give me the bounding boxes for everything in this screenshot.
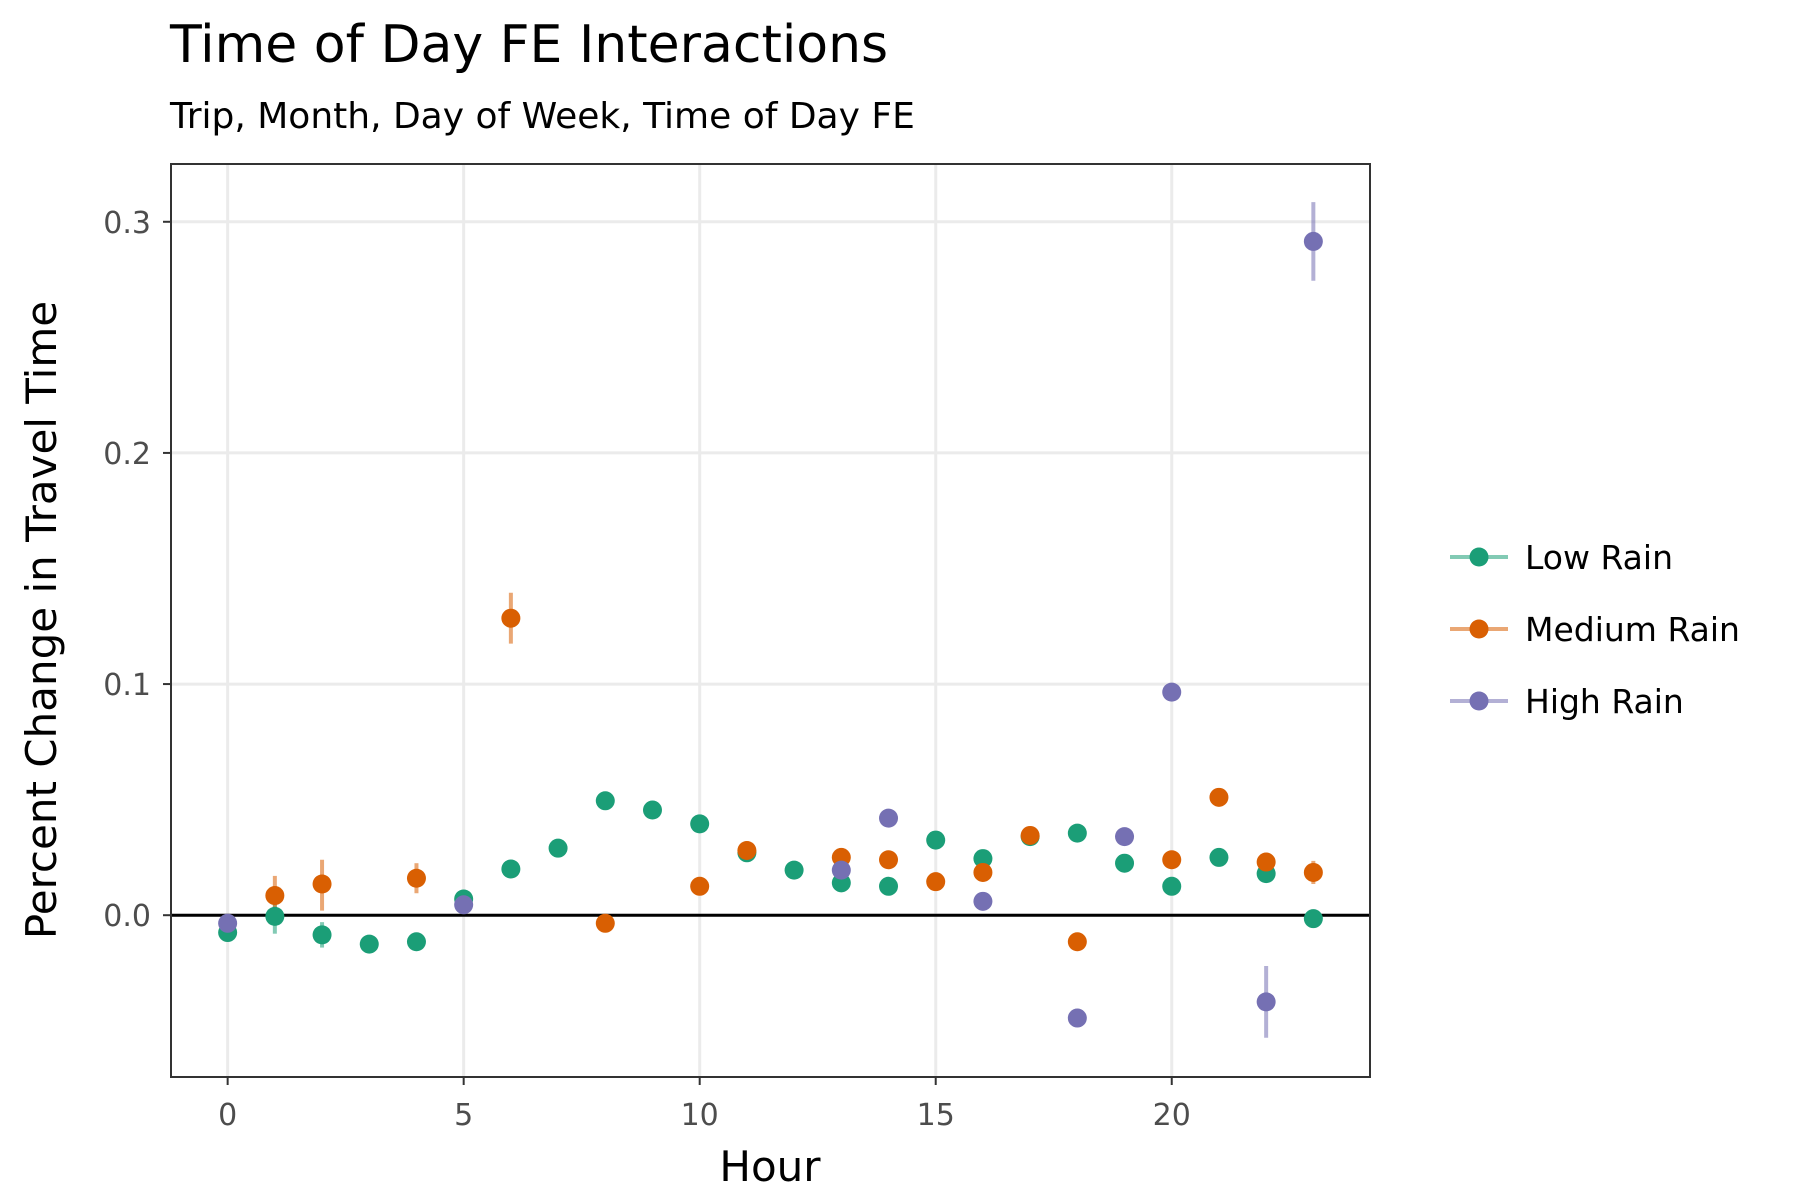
high-rain-point xyxy=(454,895,474,915)
medium-rain-point xyxy=(265,886,285,906)
legend: Low Rain Medium Rain High Rain xyxy=(1450,538,1740,721)
legend-item-low-rain: Low Rain xyxy=(1450,538,1673,577)
medium-rain-point xyxy=(1020,825,1040,845)
low-rain-point xyxy=(1067,823,1087,843)
y-tick-label: 0.0 xyxy=(103,899,151,934)
low-rain-point xyxy=(406,932,426,952)
high-rain-point xyxy=(879,808,899,828)
x-tick-label: 15 xyxy=(917,1098,955,1133)
legend-item-medium-rain: Medium Rain xyxy=(1450,610,1740,649)
y-tick-label: 0.2 xyxy=(103,437,151,472)
legend-label: High Rain xyxy=(1525,682,1684,721)
legend-key-point xyxy=(1469,547,1489,567)
x-tick-label: 20 xyxy=(1153,1098,1191,1133)
medium-rain-point xyxy=(1303,862,1323,882)
low-rain-point xyxy=(1115,853,1135,873)
low-rain-point xyxy=(1162,876,1182,896)
medium-rain-point xyxy=(1209,787,1229,807)
legend-label: Low Rain xyxy=(1525,538,1673,577)
y-axis-title: Percent Change in Travel Time xyxy=(17,301,66,939)
low-rain-point xyxy=(359,934,379,954)
legend-item-high-rain: High Rain xyxy=(1450,682,1684,721)
medium-rain-point xyxy=(1067,932,1087,952)
chart-title: Time of Day FE Interactions xyxy=(169,15,888,75)
data-points xyxy=(218,231,1323,1028)
low-rain-point xyxy=(265,906,285,926)
legend-label: Medium Rain xyxy=(1525,610,1740,649)
high-rain-point xyxy=(1256,992,1276,1012)
low-rain-point xyxy=(784,860,804,880)
x-tick-label: 10 xyxy=(681,1098,719,1133)
low-rain-point xyxy=(1303,909,1323,929)
high-rain-point xyxy=(1303,231,1323,251)
y-tick-label: 0.1 xyxy=(103,668,151,703)
x-axis-title: Hour xyxy=(719,1142,821,1191)
high-rain-point xyxy=(1162,682,1182,702)
low-rain-point xyxy=(1209,847,1229,867)
medium-rain-point xyxy=(926,872,946,892)
low-rain-point xyxy=(642,800,662,820)
medium-rain-point xyxy=(406,868,426,888)
low-rain-point xyxy=(973,849,993,869)
medium-rain-point xyxy=(879,850,899,870)
medium-rain-point xyxy=(737,840,757,860)
low-rain-point xyxy=(690,814,710,834)
medium-rain-point xyxy=(501,608,521,628)
high-rain-point xyxy=(973,891,993,911)
high-rain-point xyxy=(1067,1008,1087,1028)
high-rain-point xyxy=(218,913,238,933)
low-rain-point xyxy=(926,830,946,850)
medium-rain-point xyxy=(312,874,332,894)
low-rain-point xyxy=(501,859,521,879)
medium-rain-point xyxy=(973,862,993,882)
legend-key-point xyxy=(1469,691,1489,711)
low-rain-point xyxy=(595,791,615,811)
medium-rain-point xyxy=(690,876,710,896)
low-rain-point xyxy=(312,925,332,945)
legend-key-point xyxy=(1469,619,1489,639)
plot-background xyxy=(171,164,1370,1077)
y-axis-ticks: 0.0 0.1 0.2 0.3 xyxy=(103,206,171,934)
high-rain-point xyxy=(831,860,851,880)
low-rain-point xyxy=(548,838,568,858)
y-tick-label: 0.3 xyxy=(103,206,151,241)
x-tick-label: 5 xyxy=(454,1098,473,1133)
high-rain-point xyxy=(1115,827,1135,847)
chart-subtitle: Trip, Month, Day of Week, Time of Day FE xyxy=(169,96,915,137)
medium-rain-point xyxy=(1162,850,1182,870)
x-tick-label: 0 xyxy=(218,1098,237,1133)
plot-border xyxy=(170,163,1371,1078)
medium-rain-point xyxy=(595,913,615,933)
x-axis-ticks: 0 5 10 15 20 xyxy=(218,1077,1191,1133)
low-rain-point xyxy=(879,876,899,896)
medium-rain-point xyxy=(1256,852,1276,872)
